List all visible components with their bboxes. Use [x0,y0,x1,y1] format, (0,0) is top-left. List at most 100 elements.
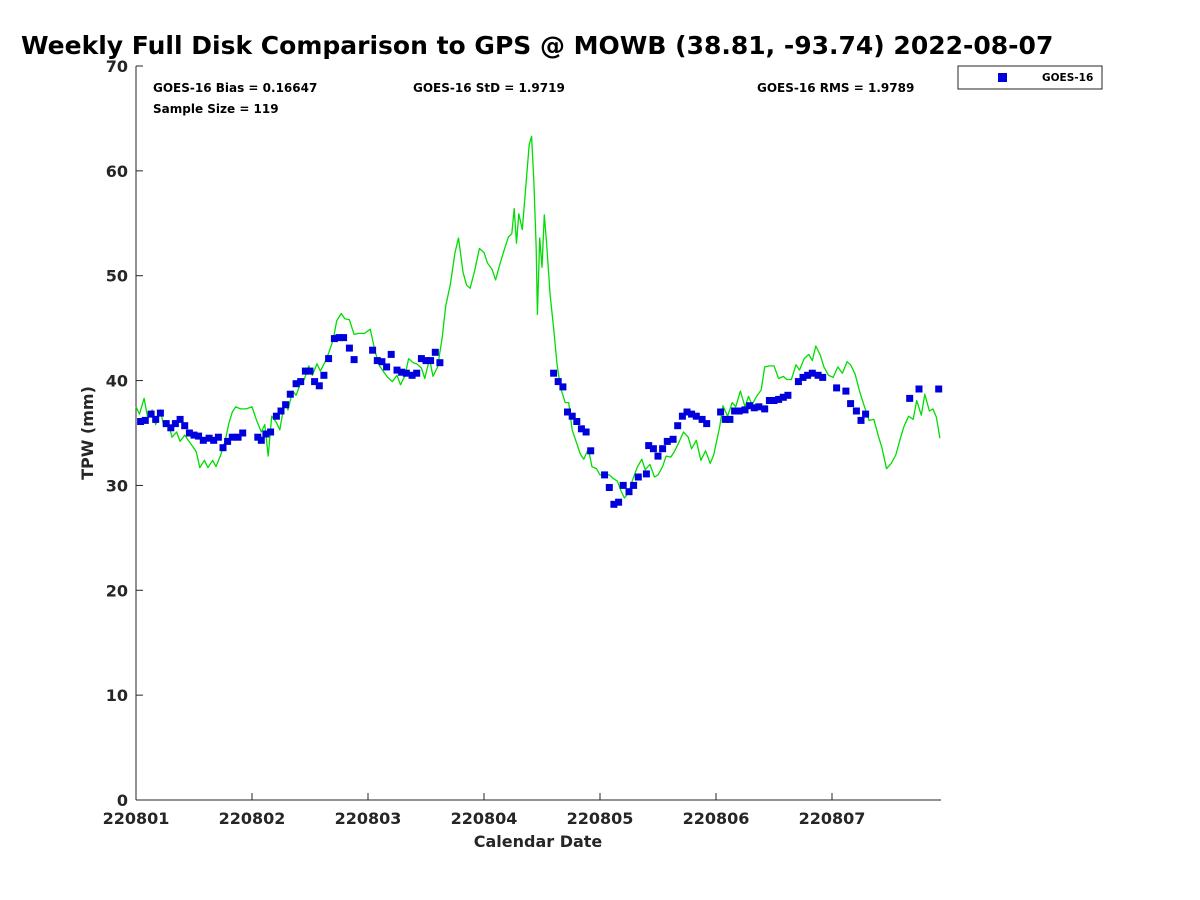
goes16-data-point [350,356,358,364]
gps-line-layer [135,135,941,499]
goes16-data-point [277,407,285,415]
goes16-data-point [804,371,812,379]
x-tick-label: 220804 [451,809,518,828]
goes16-data-point [799,373,807,381]
y-tick-label: 60 [106,162,128,181]
goes16-data-point [137,418,145,425]
goes16-data-point [669,435,677,443]
goes16-data-point [408,371,416,379]
goes16-data-point [761,405,769,413]
goes16-data-point [678,412,686,420]
goes16-data-point [906,394,914,402]
goes16-data-point [171,420,179,428]
goes16-data-point [387,350,395,358]
goes16-data-point [214,433,222,441]
y-tick-label: 70 [106,57,128,76]
goes16-data-point [383,363,391,371]
x-tick-label: 220801 [103,809,170,828]
y-axis-label: TPW (mm) [78,386,97,480]
goes16-data-point [162,420,170,428]
goes16-data-point [286,390,294,398]
goes16-data-point [272,412,280,420]
goes16-data-point [190,431,198,439]
goes16-data-point [847,400,855,408]
goes16-data-point [935,385,943,393]
sample-size-annotation: Sample Size = 119 [153,102,279,116]
goes16-data-point [833,384,841,392]
y-tick-label: 30 [106,476,128,495]
goes16-data-point [634,473,642,481]
goes16-data-point [688,410,696,418]
goes16-data-point [436,359,444,367]
legend: GOES-16 [957,65,1103,90]
goes16-data-point [619,481,627,489]
goes16-data-point [306,367,314,375]
y-tick-label: 40 [106,372,128,391]
y-tick-label: 50 [106,267,128,286]
goes16-data-point [568,412,576,420]
x-tick-label: 220807 [799,809,866,828]
chart-title: Weekly Full Disk Comparison to GPS @ MOW… [21,31,1053,60]
legend-goes16-marker [998,73,1007,82]
goes16-data-point [550,369,558,377]
goes16-data-point [228,433,236,441]
goes16-data-point [152,415,160,423]
goes16-data-point [330,335,338,343]
goes16-data-point [431,348,439,356]
rms-annotation: GOES-16 RMS = 1.9789 [757,81,914,95]
goes16-data-point [301,367,309,375]
goes16-data-point [755,403,763,411]
goes16-data-point [721,415,729,423]
goes16-data-point [746,402,754,410]
goes16-data-point [398,368,406,376]
goes16-data-point [292,380,300,388]
goes16-data-point [176,415,184,423]
goes16-data-point [373,357,381,365]
goes16-data-point [257,436,265,444]
gps-series-line [135,135,941,499]
goes16-data-point [775,395,783,403]
std-annotation: GOES-16 StD = 1.9719 [413,81,565,95]
goes16-data-point [141,416,149,424]
goes16-data-point [195,432,203,440]
y-tick-label: 0 [117,791,128,810]
goes16-data-point [663,437,671,445]
x-tick-label: 220802 [219,809,286,828]
goes16-data-point [659,445,667,453]
goes16-data-point [770,397,778,404]
goes16-data-point [765,397,773,404]
goes16-data-point [219,444,227,452]
goes16-data-point [282,401,290,409]
goes16-data-point [427,357,435,365]
goes16-data-point [413,369,421,377]
goes16-data-point [654,452,662,460]
goes16-data-point [615,498,623,506]
x-tick-label: 220806 [683,809,750,828]
y-tick-label: 20 [106,581,128,600]
goes16-data-point [610,500,618,508]
goes16-data-point [819,373,827,381]
goes16-data-point [239,429,247,437]
goes16-data-point [340,334,348,342]
x-tick-label: 220805 [567,809,634,828]
goes16-data-point [649,445,657,453]
goes16-data-point [741,406,749,414]
stats-annotations: GOES-16 Bias = 0.16647 GOES-16 StD = 1.9… [153,81,914,116]
goes16-data-point [185,429,193,437]
x-tick-label: 220803 [335,809,402,828]
goes16-data-point [842,387,850,395]
goes16-data-point [683,408,691,416]
goes16-data-point [779,393,787,401]
goes16-data-point [210,436,218,444]
goes16-data-point [311,378,319,386]
goes16-data-point [554,378,562,386]
goes16-data-point [582,428,590,436]
goes16-data-point [393,366,401,374]
goes16-data-point [794,378,802,386]
goes16-data-point [564,408,571,416]
goes16-data-point [378,358,386,366]
goes16-data-point [234,433,242,441]
goes16-data-point [698,415,706,423]
legend-box [957,65,1103,90]
goes16-data-point [335,334,343,342]
